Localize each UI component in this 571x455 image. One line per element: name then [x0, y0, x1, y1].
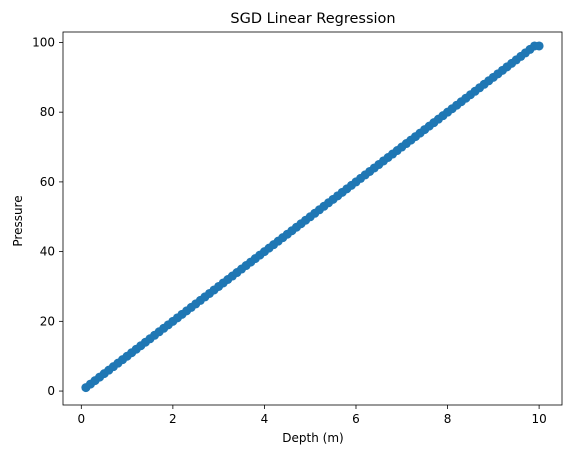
- x-axis-label: Depth (m): [282, 431, 343, 445]
- x-tick-label: 0: [77, 412, 85, 426]
- plot-area: [81, 41, 544, 393]
- y-tick-label: 0: [47, 384, 55, 398]
- y-axis-label: Pressure: [11, 195, 25, 246]
- y-tick-label: 60: [40, 175, 55, 189]
- data-point: [534, 41, 544, 51]
- chart-title: SGD Linear Regression: [230, 11, 395, 27]
- y-tick-label: 80: [40, 105, 55, 119]
- x-tick-label: 10: [531, 412, 546, 426]
- x-tick-label: 2: [169, 412, 177, 426]
- y-tick-label: 20: [40, 314, 55, 328]
- y-tick-label: 40: [40, 245, 55, 259]
- x-tick-label: 4: [261, 412, 269, 426]
- x-tick-label: 8: [444, 412, 452, 426]
- x-tick-label: 6: [352, 412, 360, 426]
- plot-frame: [62, 31, 563, 406]
- y-tick-label: 100: [32, 35, 55, 49]
